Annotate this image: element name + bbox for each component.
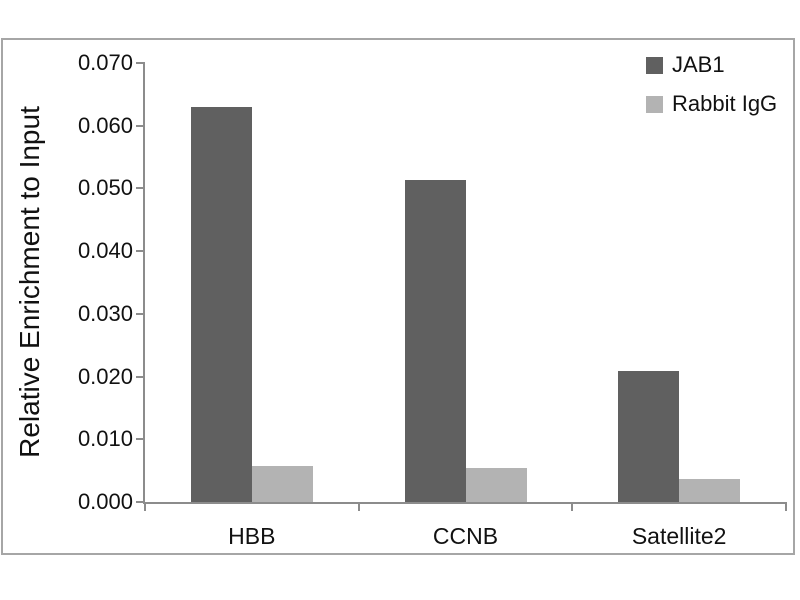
bar-rabbit-igg-ccnb	[466, 468, 527, 502]
y-tick-mark	[136, 187, 145, 190]
y-tick-label: 0.050	[77, 175, 133, 201]
y-tick-label: 0.010	[77, 426, 133, 452]
x-axis-label-satellite2: Satellite2	[631, 523, 727, 549]
y-tick-mark	[136, 62, 145, 64]
y-tick-mark	[136, 501, 145, 503]
legend-label-rabbit-igg: Rabbit IgG	[672, 91, 778, 116]
y-tick-mark	[136, 375, 145, 378]
legend-label-jab1: JAB1	[672, 52, 725, 77]
y-tick-label: 0.040	[77, 238, 133, 264]
x-tick-mark	[144, 502, 146, 511]
y-tick-mark	[136, 438, 145, 441]
x-tick-mark	[785, 502, 787, 511]
legend-swatch-jab1	[646, 56, 663, 74]
y-tick-label: 0.070	[77, 50, 133, 75]
bar-rabbit-igg-satellite2	[679, 479, 740, 502]
x-tick-mark	[571, 502, 574, 511]
y-tick-mark	[136, 250, 145, 253]
bar-jab1-ccnb	[405, 180, 466, 502]
y-tick-label: 0.020	[77, 363, 133, 389]
x-tick-mark	[357, 502, 360, 511]
legend-swatch-rabbit-igg	[646, 95, 663, 113]
bar-rabbit-igg-hbb	[252, 466, 313, 502]
plot-area	[143, 63, 786, 504]
y-tick-label: 0.030	[77, 300, 133, 326]
x-axis-label-ccnb: CCNB	[432, 523, 499, 549]
bar-jab1-satellite2	[618, 371, 679, 502]
y-tick-label: 0.000	[77, 489, 133, 514]
legend-item-jab1: JAB1	[646, 52, 777, 78]
y-tick-label: 0.060	[77, 112, 133, 138]
y-tick-mark	[136, 312, 145, 315]
y-tick-mark	[136, 124, 145, 127]
legend: JAB1 Rabbit IgG	[646, 52, 777, 130]
bar-jab1-hbb	[191, 107, 252, 502]
legend-item-rabbit-igg: Rabbit IgG	[646, 91, 777, 117]
x-axis-label-hbb: HBB	[228, 523, 276, 549]
y-axis-title: Relative Enrichment to Input	[14, 106, 45, 458]
